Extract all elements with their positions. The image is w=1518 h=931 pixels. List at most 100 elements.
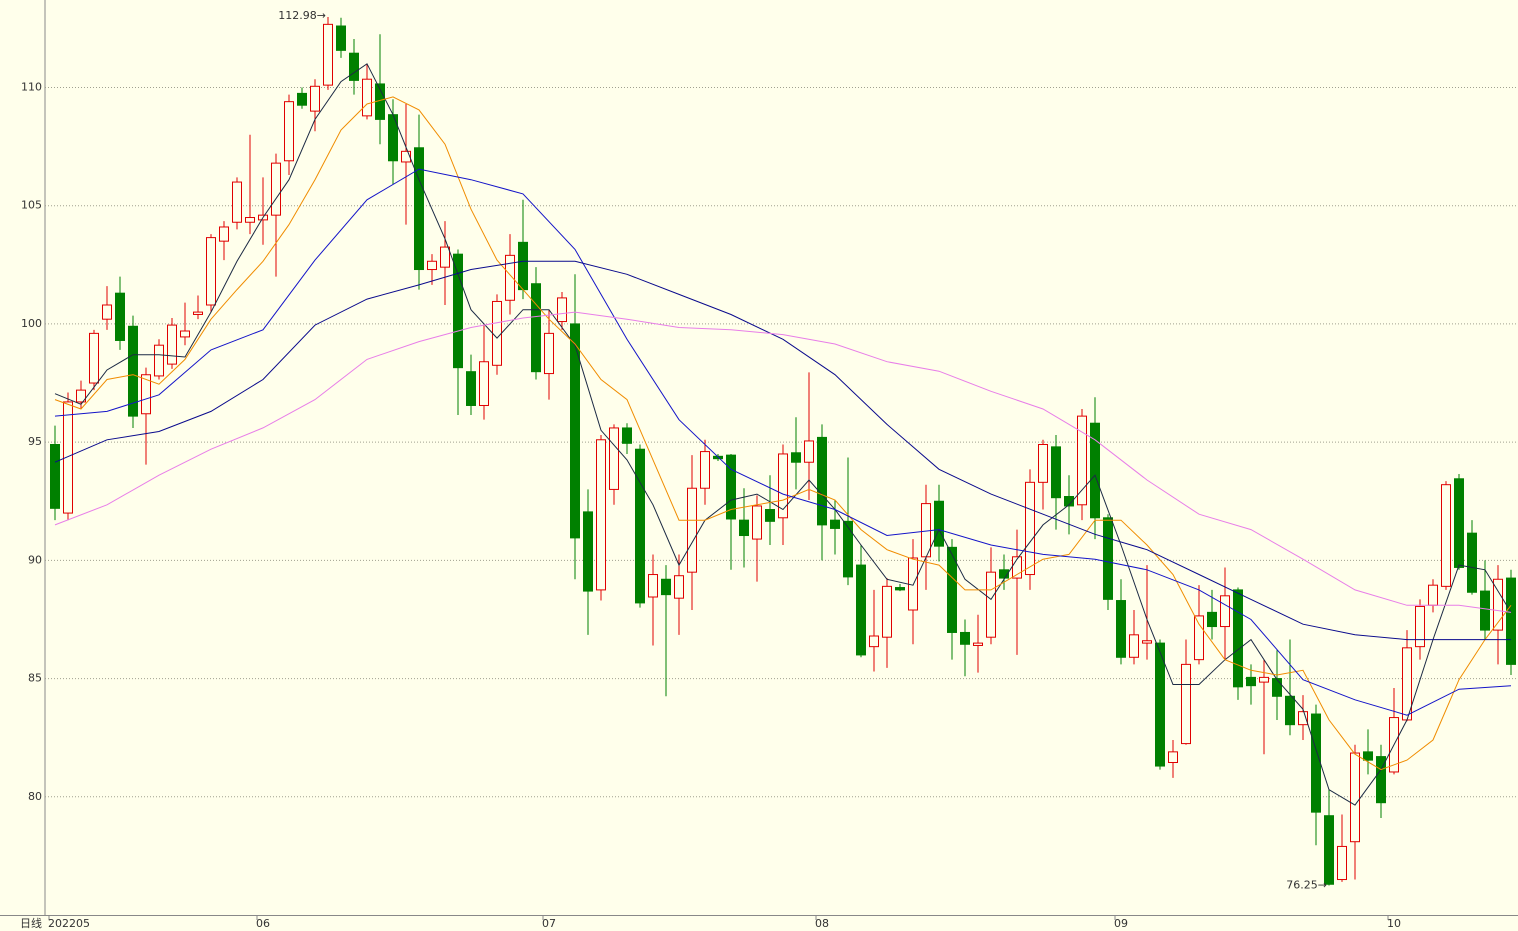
candle-body: [401, 150, 411, 163]
candle-body: [583, 511, 593, 592]
candle-body: [440, 246, 450, 268]
candle-body: [973, 642, 983, 646]
candle-body: [986, 571, 996, 638]
y-tick-label: 80: [28, 790, 42, 803]
candle-body: [1012, 556, 1022, 579]
candle-body: [1077, 415, 1087, 506]
candle-body: [128, 325, 138, 417]
x-tick-label: 06: [256, 917, 270, 930]
candle-body: [1194, 615, 1204, 661]
candle-body: [609, 427, 619, 490]
candle-body: [102, 304, 112, 320]
candle-body: [661, 578, 671, 596]
candle-body: [1363, 751, 1373, 761]
candle-body: [1129, 634, 1139, 658]
candle-body: [739, 519, 749, 537]
candle-body: [674, 575, 684, 599]
candle-body: [271, 162, 281, 216]
high-annotation: 112.98→: [278, 9, 326, 22]
candle-body: [1038, 443, 1048, 483]
x-tick-label: 10: [1387, 917, 1401, 930]
candle-body: [1233, 589, 1243, 688]
candle-body: [180, 330, 190, 338]
candle-body: [557, 297, 567, 323]
candle-body: [570, 323, 580, 539]
candle-body: [466, 371, 476, 406]
candle-body: [1337, 845, 1347, 881]
x-tick-label: 07: [542, 917, 556, 930]
average-line: [54, 168, 1512, 716]
candle-body: [336, 25, 346, 51]
candle-body: [960, 631, 970, 645]
candle-body: [323, 23, 333, 86]
candle-body: [687, 487, 697, 573]
candle-body: [1090, 422, 1100, 519]
y-tick-label: 105: [21, 199, 42, 212]
candle-body: [1376, 756, 1386, 804]
candle-body: [167, 324, 177, 365]
candle-body: [1428, 584, 1438, 606]
candle-body: [856, 564, 866, 656]
candle-body: [505, 254, 515, 301]
candle-body: [1064, 496, 1074, 507]
candle-body: [830, 519, 840, 529]
candle-body: [1454, 478, 1464, 568]
x-tick-label: 09: [1114, 917, 1128, 930]
candle-body: [1350, 752, 1360, 843]
candle-body: [752, 505, 762, 540]
candle-body: [817, 436, 827, 526]
candle-body: [1025, 481, 1035, 576]
candle-body: [921, 503, 931, 558]
candle-body: [869, 635, 879, 648]
candle-body: [50, 443, 60, 509]
candle-body: [1480, 590, 1490, 631]
candle-body: [518, 241, 528, 291]
candle-body: [154, 344, 164, 377]
candle-body: [206, 237, 216, 306]
candle-body: [219, 226, 229, 242]
candle-body: [89, 332, 99, 384]
candle-body: [284, 101, 294, 162]
candle-body: [531, 283, 541, 373]
candle-body: [765, 509, 775, 522]
candle-body: [479, 361, 489, 406]
average-line: [54, 96, 1512, 771]
average-line: [54, 311, 1512, 613]
candle-body: [492, 300, 502, 366]
candle-body: [648, 574, 658, 598]
candle-body: [622, 427, 632, 444]
candle-body: [1168, 751, 1178, 764]
candle-body: [791, 452, 801, 463]
average-line: [54, 260, 1511, 641]
candle-body: [76, 389, 86, 403]
candle-body: [1311, 713, 1321, 813]
candle-body: [635, 448, 645, 604]
candle-body: [141, 374, 151, 415]
y-tick-label: 95: [28, 435, 42, 448]
candle-body: [1298, 711, 1308, 726]
candle-body: [895, 587, 905, 591]
candle-body: [193, 311, 203, 315]
candle-body: [1324, 815, 1334, 885]
y-tick-label: 85: [28, 672, 42, 685]
candle-body: [1259, 676, 1269, 683]
candle-body: [804, 440, 814, 463]
candle-body: [843, 520, 853, 578]
candle-body: [362, 78, 372, 117]
candle-body: [947, 546, 957, 633]
x-tick-label: 202205: [48, 917, 90, 930]
candle-body: [700, 451, 710, 489]
candle-body: [1272, 678, 1282, 697]
candle-body: [349, 52, 359, 81]
average-line: [54, 63, 1512, 806]
candle-body: [297, 92, 307, 106]
candle-body: [1051, 446, 1061, 499]
candle-body: [1246, 676, 1256, 687]
candle-body: [999, 569, 1009, 579]
candle-body: [596, 439, 606, 591]
x-tick-label: 08: [815, 917, 829, 930]
candle-body: [934, 500, 944, 547]
candle-body: [1441, 484, 1451, 587]
